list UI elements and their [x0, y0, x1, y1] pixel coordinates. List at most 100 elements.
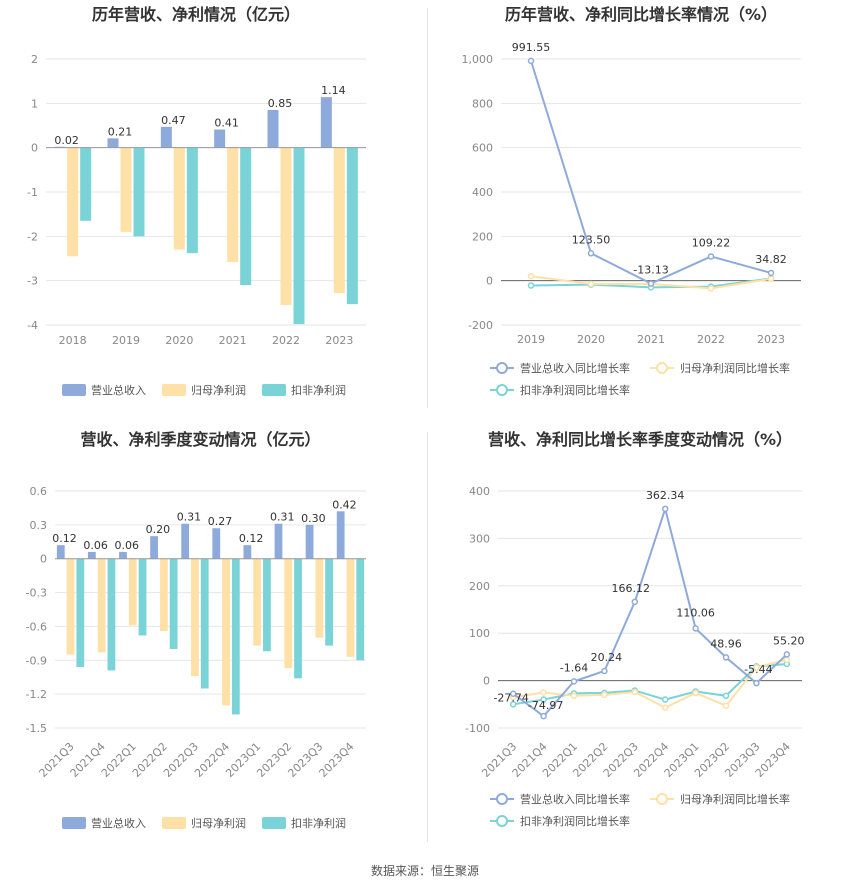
y-tick-label: 100 [469, 627, 490, 640]
series-point [509, 690, 517, 697]
y-tick-label: -3 [27, 275, 38, 288]
series-line-deducted-profit [513, 663, 787, 706]
bar-revenue [305, 524, 314, 559]
legend-label: 归母净利润同比增长率 [680, 361, 790, 375]
bar-revenue [214, 129, 226, 148]
x-tick-label: 2020 [577, 333, 605, 346]
bar-net-profit [97, 558, 106, 653]
panel-divider-top [427, 8, 428, 408]
data-label: 34.82 [755, 253, 787, 266]
y-tick-label: 200 [472, 230, 493, 243]
data-label: 0.02 [54, 134, 79, 147]
chart-title: 历年营收、净利情况（亿元） [92, 5, 300, 24]
y-tick-label: -0.3 [26, 587, 47, 600]
quarterly-growth-line-chart: 营收、净利同比增长率季度变动情况（%） 400 300 200 100 0 -100 -27.… [428, 425, 850, 850]
bar-deducted-profit [186, 147, 198, 254]
legend-swatch [262, 384, 286, 396]
data-label: -5.44 [744, 663, 772, 676]
y-tick-label: -1.5 [26, 722, 47, 735]
series-point [631, 688, 639, 696]
panel-divider-bottom [427, 432, 428, 842]
bar-deducted-profit [325, 558, 334, 646]
y-tick-label: 600 [472, 142, 493, 155]
data-label: 0.42 [332, 498, 357, 511]
bar-revenue [107, 138, 119, 148]
data-label: 109.22 [692, 236, 731, 249]
y-tick-label: 400 [469, 485, 490, 498]
series-point [707, 285, 715, 292]
series-point [767, 269, 775, 277]
x-tick-label: 2023 [325, 334, 353, 347]
series-point [753, 664, 760, 671]
series-point [587, 280, 595, 288]
legend-marker [656, 362, 668, 374]
series-point [540, 696, 547, 703]
y-tick-label: -1.2 [26, 688, 47, 701]
data-label: 0.06 [83, 539, 108, 552]
bar-deducted-profit [240, 147, 252, 286]
annual-bar-chart: 历年营收、净利情况（亿元） 2 1 0 -1 -2 -3 -4 0.02 0.21 0.47 0.41… [0, 0, 425, 410]
y-tick-label: -1 [27, 186, 38, 199]
data-label: -27.74 [493, 692, 528, 705]
bar-deducted-profit [293, 147, 305, 325]
legend-label: 营业总收入 [91, 383, 146, 397]
data-source-label: 数据来源：恒生聚源 [370, 864, 479, 878]
data-label: 1.14 [321, 84, 346, 97]
annual-growth-line-chart-svg: 历年营收、净利同比增长率情况（%） 1,000 800 600 400 200 0 -200 9… [462, 5, 801, 397]
bar-revenue [119, 551, 127, 559]
bar-net-profit [191, 558, 199, 677]
bar-net-profit [333, 147, 345, 294]
x-tick-label: 2022 [272, 334, 300, 347]
data-label: 0.85 [268, 97, 293, 110]
series-point [601, 691, 608, 699]
y-tick-label: 200 [469, 580, 490, 593]
bar-net-profit [280, 147, 292, 306]
legend-label: 营业总收入 [91, 816, 146, 830]
series-point [570, 678, 578, 685]
x-tick-label: 2022 [697, 333, 725, 346]
series-point [527, 272, 535, 280]
series-point [692, 625, 699, 632]
legend-label: 归母净利润 [191, 383, 246, 397]
y-tick-label: -4 [27, 319, 38, 332]
series-point [707, 253, 715, 260]
data-label: 20.24 [591, 651, 623, 664]
data-label: 0.06 [115, 539, 140, 552]
bar-deducted-profit [294, 558, 302, 679]
bar-deducted-profit [169, 558, 178, 649]
series-point [661, 505, 669, 513]
bar-deducted-profit [80, 147, 92, 221]
data-label: 0.12 [239, 532, 264, 545]
data-label: -13.13 [633, 264, 668, 277]
quarterly-bar-chart-svg: 营收、净利季度变动情况（亿元）0.60.30-0.3-0.6-0.9-1.2-1… [26, 430, 366, 830]
y-tick-label: 400 [472, 186, 493, 199]
data-label: 991.55 [512, 41, 551, 54]
bar-deducted-profit [138, 558, 147, 636]
data-label: 0.20 [146, 523, 171, 536]
y-tick-label: 0.3 [30, 519, 48, 532]
bar-deducted-profit [346, 147, 358, 305]
data-label: 0.41 [214, 116, 239, 129]
series-point [753, 679, 760, 687]
x-tick-label: 2019 [517, 333, 545, 346]
legend-swatch [162, 384, 186, 396]
series-line-revenue [512, 505, 788, 718]
data-label: 123.50 [572, 233, 611, 246]
annual-growth-line-chart: 历年营收、净利同比增长率情况（%） 1,000 800 600 400 200 0 -200 9… [428, 0, 850, 410]
bar-net-profit [128, 558, 137, 626]
chart-title: 营收、净利同比增长率季度变动情况（%） [488, 430, 792, 449]
bar-revenue [274, 523, 283, 559]
bar-deducted-profit [356, 558, 365, 661]
data-label: 0.30 [301, 512, 326, 525]
series-point [631, 598, 639, 606]
series-point [722, 702, 730, 709]
series-point [661, 704, 669, 711]
legend-marker [656, 793, 668, 805]
x-tick-label: 2023Q4 [317, 740, 357, 780]
legend-label: 营业总收入同比增长率 [520, 361, 630, 375]
legend-marker [496, 362, 508, 374]
legend-swatch [62, 817, 86, 829]
series-point [722, 654, 730, 661]
y-tick-label: 1,000 [462, 53, 494, 66]
data-label: 0.12 [52, 532, 77, 545]
